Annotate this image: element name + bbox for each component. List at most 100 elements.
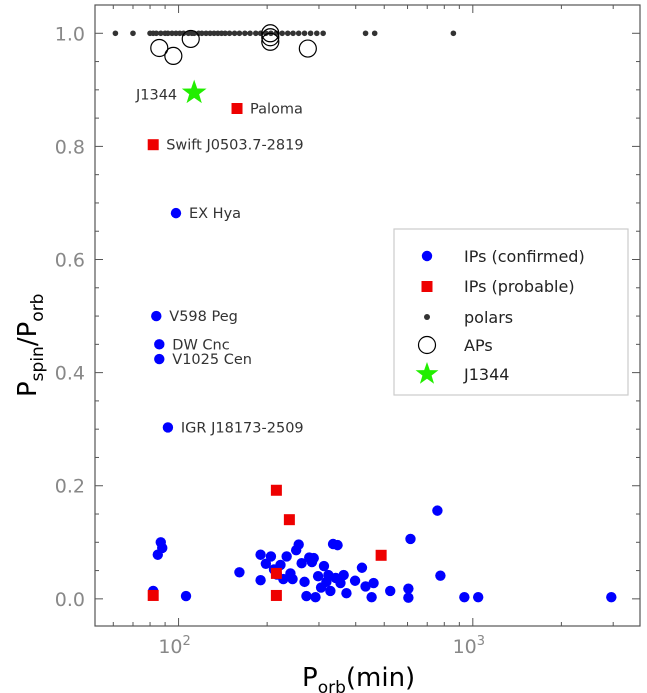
point-polar — [284, 30, 291, 37]
point-ap — [261, 32, 280, 51]
point-ip-probable — [231, 103, 243, 114]
point-ip-probable — [147, 139, 159, 151]
point-ip-confirmed — [349, 575, 361, 586]
point-annotation: IGR J18173-2509 — [181, 420, 304, 436]
y-tick-label: 0.6 — [55, 250, 85, 272]
point-ip-confirmed — [403, 583, 414, 594]
point-polar — [320, 30, 326, 37]
point-ip-probable — [270, 567, 282, 579]
x-axis-label-main: P — [302, 663, 318, 693]
point-polar — [203, 30, 209, 37]
legend-label: IPs (confirmed) — [464, 247, 585, 266]
point-polar — [371, 30, 378, 37]
point-annotation: Swift J0503.7-2819 — [166, 138, 303, 154]
x-tick-label-exponent: 2 — [183, 634, 191, 649]
point-ip-confirmed — [310, 591, 321, 603]
point-ip-confirmed — [366, 591, 377, 603]
point-ip-confirmed — [318, 560, 330, 572]
y-tick-label: 0.0 — [55, 589, 85, 611]
point-ip-confirmed — [325, 585, 336, 597]
y-axis-label-slash: /P — [13, 322, 43, 346]
x-axis-label: Porb(min) — [302, 663, 415, 693]
legend-item-aps: APs — [417, 335, 493, 355]
point-ip-confirmed — [154, 339, 165, 350]
point-polar — [226, 30, 233, 37]
point-ip-confirmed — [356, 562, 368, 573]
legend-marker-square — [421, 281, 433, 292]
point-ip-confirmed — [151, 310, 162, 322]
point-ip-confirmed — [432, 505, 443, 516]
point-ip-confirmed — [234, 567, 245, 578]
point-ip-probable — [375, 549, 387, 561]
point-ap — [164, 46, 183, 66]
legend-marker-dot — [424, 314, 430, 320]
point-ip-confirmed — [308, 552, 319, 564]
point-ip-confirmed — [385, 585, 396, 597]
point-ip-confirmed — [335, 577, 346, 589]
point-polar — [199, 30, 205, 37]
point-ip-confirmed — [255, 574, 266, 586]
point-ip-confirmed — [405, 533, 416, 545]
legend-label: IPs (probable) — [464, 277, 575, 296]
point-ip-confirmed — [260, 558, 272, 569]
point-polar — [307, 30, 314, 37]
point-polar — [153, 30, 160, 37]
x-tick-label: 103 — [453, 634, 485, 658]
point-annotations: J1344 Paloma Swift J0503.7-2819 EX Hya V598 … — [135, 88, 304, 437]
point-ip-confirmed — [606, 591, 617, 603]
legend-item-j1344: J1344 — [415, 362, 509, 384]
legend-box — [393, 228, 629, 396]
point-ip-confirmed — [293, 539, 304, 550]
point-polar — [247, 30, 253, 37]
point-annotation: J1344 — [135, 88, 177, 104]
point-ap — [298, 39, 317, 58]
point-ip-confirmed — [296, 558, 307, 569]
point-polar — [295, 30, 302, 37]
point-ip-confirmed — [180, 590, 192, 602]
point-polar — [252, 30, 259, 37]
point-annotation: V1025 Cen — [172, 352, 252, 368]
point-ip-probable — [270, 484, 282, 496]
point-polar — [173, 30, 179, 37]
point-polar — [130, 30, 136, 37]
data-points — [112, 24, 617, 603]
point-polar — [180, 30, 187, 37]
x-tick-label: 102 — [158, 634, 190, 658]
point-ip-confirmed — [154, 353, 165, 365]
point-j1344-star — [181, 79, 207, 104]
point-ip-confirmed — [403, 592, 414, 603]
point-ip-confirmed — [332, 539, 343, 551]
point-polar — [314, 30, 320, 37]
y-axis-label-sub1: spin — [28, 346, 48, 381]
point-polar — [450, 30, 457, 37]
point-ip-confirmed — [162, 422, 174, 433]
legend-label: APs — [464, 336, 493, 355]
point-polar — [207, 30, 213, 37]
y-axis-label-main: P — [13, 381, 43, 397]
x-axis-label-unit: (min) — [346, 663, 415, 693]
point-ip-confirmed — [281, 551, 292, 562]
plot-frame — [94, 4, 641, 627]
point-ip-confirmed — [265, 551, 277, 562]
legend-item-ips-confirmed: IPs (confirmed) — [421, 247, 585, 266]
point-ip-confirmed — [299, 576, 310, 588]
point-polar — [279, 30, 285, 37]
point-annotation: EX Hya — [189, 206, 241, 222]
legend-label: J1344 — [463, 365, 509, 384]
point-polar — [362, 30, 369, 37]
y-tick-label: 0.4 — [55, 363, 85, 385]
x-tick-label-exponent: 3 — [477, 634, 485, 649]
point-ip-confirmed — [472, 591, 484, 603]
point-ap — [150, 38, 169, 58]
point-ip-probable — [147, 589, 159, 601]
point-ip-confirmed — [435, 570, 446, 581]
x-axis-label-sub: orb — [318, 678, 346, 693]
point-polar — [112, 30, 119, 37]
point-polar — [242, 30, 248, 37]
point-polar — [290, 30, 296, 37]
point-polar — [236, 30, 243, 37]
point-polar — [169, 30, 175, 37]
point-ip-confirmed — [255, 549, 266, 560]
